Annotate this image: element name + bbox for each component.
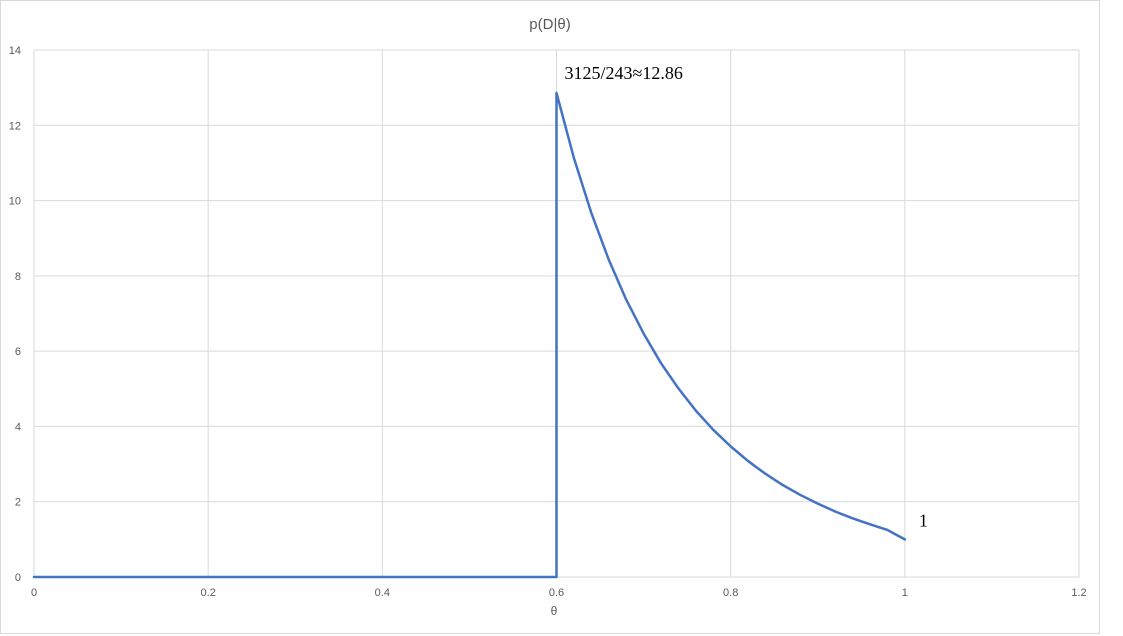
- y-tick-label: 2: [15, 497, 21, 509]
- x-tick-label: 0.4: [375, 587, 390, 599]
- y-tick-label: 10: [9, 196, 21, 208]
- x-tick-label: 0.2: [201, 587, 216, 599]
- y-tick-label: 14: [9, 45, 21, 57]
- x-tick-label: 0.8: [723, 587, 738, 599]
- x-tick-label: 0.6: [549, 587, 564, 599]
- data-label-0: 3125/243≈12.86: [565, 63, 683, 83]
- series-line-0: [32, 91, 907, 579]
- chart-frame: 0 2 4 6 8 10 12 14 0 0.2 0.4 0.6 0.8 1 1.2 3125/243≈12…: [0, 0, 1100, 634]
- x-axis-label: θ: [551, 604, 558, 618]
- y-tick-label: 6: [15, 346, 21, 358]
- line-chart: 0 2 4 6 8 10 12 14 0 0.2 0.4 0.6 0.8 1 1.2 3125/243≈12…: [9, 16, 1087, 618]
- data-label-1: 1: [919, 510, 928, 530]
- y-tick-label: 12: [9, 120, 21, 132]
- x-tick-label: 1.2: [1071, 587, 1086, 599]
- series-layer: [32, 91, 907, 579]
- tick-labels: 0 2 4 6 8 10 12 14 0 0.2 0.4 0.6 0.8 1 1.2: [9, 45, 1087, 599]
- annotations: 3125/243≈12.86 1: [565, 63, 928, 530]
- y-tick-label: 8: [15, 271, 21, 283]
- y-tick-label: 4: [15, 421, 21, 433]
- chart-title: p(D|θ): [529, 16, 570, 33]
- x-tick-label: 1: [902, 587, 908, 599]
- x-tick-label: 0: [31, 587, 37, 599]
- y-tick-label: 0: [15, 572, 21, 584]
